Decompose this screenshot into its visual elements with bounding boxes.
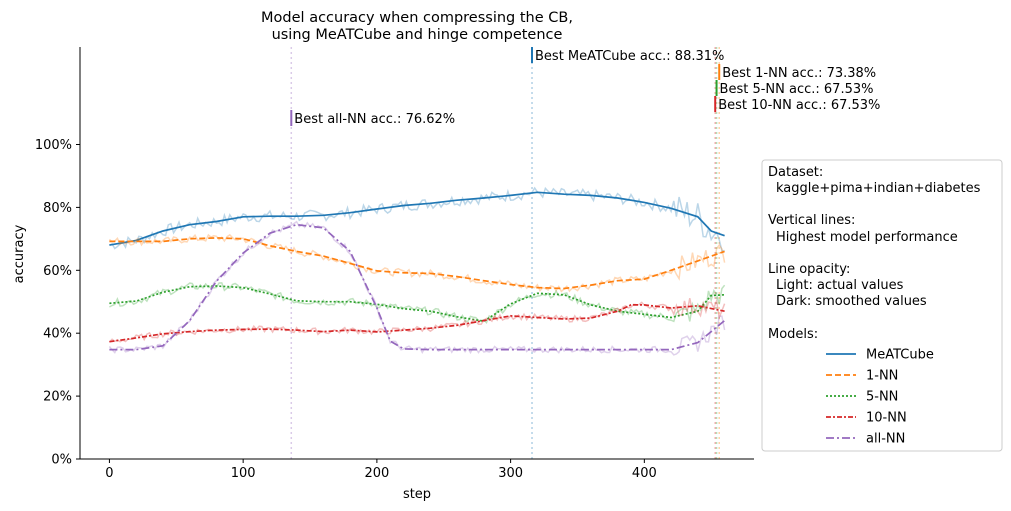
legend-entries: MeATCube 1-NN 5-NN 10-NN all-NN [826, 348, 934, 447]
axes: 0 100 200 300 400 0% 20% 40% 60% 80% 100% [35, 47, 754, 481]
legend-vlines-heading: Vertical lines: [768, 213, 855, 228]
series-smoothed-5-NN [109, 285, 725, 323]
series-raw-1-NN [108, 233, 726, 293]
x-axis-label: step [403, 487, 431, 502]
legend-opacity-dark: Dark: smoothed values [776, 294, 927, 309]
legend-dataset-name: kaggle+pima+indian+diabetes [776, 181, 981, 196]
y-tick-label-0: 0% [51, 453, 72, 468]
y-axis-label: accuracy [12, 224, 27, 283]
y-tick-label-4: 80% [43, 201, 72, 216]
best-marker-label-2: Best 1-NN acc.: 73.38% [722, 66, 876, 81]
series-smoothed-1-NN [109, 237, 725, 290]
chart-title-line2: using MeATCube and hinge competence [272, 27, 563, 43]
x-tick-label-100: 100 [231, 466, 256, 481]
legend-label-10-NN: 10-NN [866, 411, 907, 426]
legend-label-5-NN: 5-NN [866, 390, 898, 405]
x-tick-label-0: 0 [105, 466, 113, 481]
series-raw-all-NN [108, 220, 726, 356]
y-tick-label-2: 40% [43, 327, 72, 342]
best-marker-label-1: Best MeATCube acc.: 88.31% [535, 49, 724, 64]
legend-opacity-light: Light: actual values [776, 278, 904, 293]
legend-label-1-NN: 1-NN [866, 369, 898, 384]
legend-frame [761, 159, 1003, 452]
best-marker-label-4: Best 10-NN acc.: 67.53% [718, 98, 880, 113]
best-marker-label-0: Best all-NN acc.: 76.62% [294, 112, 455, 127]
plot-area: Best all-NN acc.: 76.62% Best MeATCube ac… [108, 47, 880, 459]
series-smoothed-all-NN [109, 223, 726, 351]
y-tick-label-1: 20% [43, 390, 72, 405]
legend: Dataset: kaggle+pima+indian+diabetes Ver… [761, 159, 1003, 452]
x-tick-label-400: 400 [632, 466, 657, 481]
best-marker-label-3: Best 5-NN acc.: 67.53% [720, 82, 874, 97]
legend-opacity-heading: Line opacity: [768, 262, 850, 277]
series-raw-10-NN [108, 298, 726, 343]
chart-title-line1: Model accuracy when compressing the CB, [261, 10, 573, 26]
chart-title: Model accuracy when compressing the CB, … [261, 10, 573, 43]
series-smoothed-MeATCube [109, 191, 725, 246]
legend-label-MeATCube: MeATCube [866, 348, 934, 363]
series-raw-MeATCube [109, 186, 725, 252]
legend-vlines-text: Highest model performance [776, 230, 958, 245]
y-tick-label-3: 60% [43, 264, 72, 279]
legend-label-all-NN: all-NN [866, 432, 905, 447]
legend-models-heading: Models: [768, 327, 818, 342]
legend-dataset-heading: Dataset: [768, 165, 823, 180]
series-smoothed-10-NN [109, 304, 725, 343]
x-tick-label-200: 200 [364, 466, 389, 481]
y-tick-label-5: 100% [35, 138, 72, 153]
x-tick-label-300: 300 [498, 466, 523, 481]
